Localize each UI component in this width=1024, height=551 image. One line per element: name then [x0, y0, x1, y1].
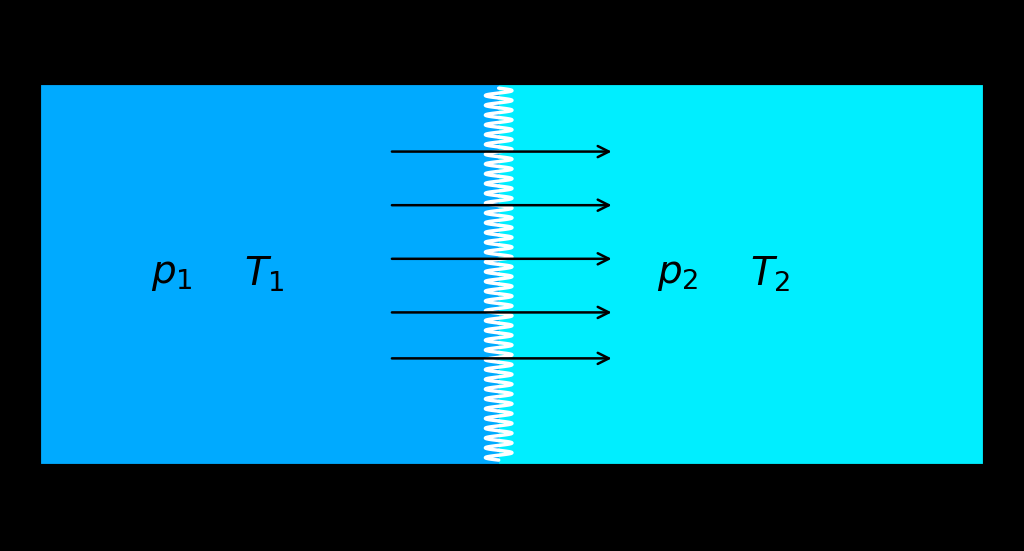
- Text: $p_2$: $p_2$: [657, 255, 698, 293]
- Bar: [499, 83, 985, 466]
- Bar: [39, 83, 499, 466]
- Bar: [39, 83, 985, 466]
- Text: $T_1$: $T_1$: [244, 255, 285, 294]
- Text: $p_1$: $p_1$: [152, 255, 193, 293]
- Text: $T_2$: $T_2$: [750, 255, 791, 294]
